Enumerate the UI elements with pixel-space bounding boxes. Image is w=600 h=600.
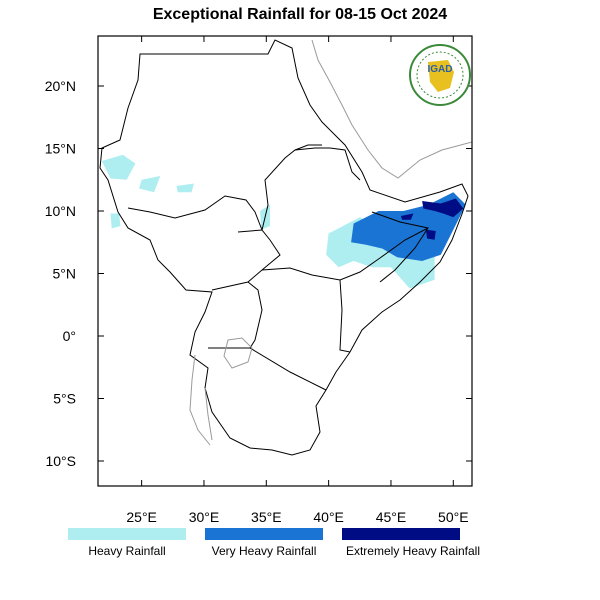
legend-label: Extremely Heavy Rainfall [346,544,480,558]
border-kenya-somalia [339,279,351,353]
y-tick-label: 5°N [53,266,77,282]
plot-frame [97,35,473,487]
y-tick-label: 5°S [53,391,76,407]
legend: Heavy Rainfall Very Heavy Rainfall Extreme… [68,528,480,558]
legend-label: Very Heavy Rainfall [212,544,317,558]
igad-logo: IGAD [409,44,471,106]
map-title: Exceptional Rainfall for 08-15 Oct 2024 [152,6,448,23]
x-tick-label: 50°E [438,509,469,525]
rainfall-area-heavy [176,183,194,193]
rainfall-layer [101,154,466,289]
x-tick-label: 35°E [251,509,282,525]
x-tick-label: 45°E [376,509,407,525]
neighbour-coastlines [189,39,472,446]
y-tick-label: 0° [63,328,76,344]
x-tick-label: 25°E [126,509,157,525]
legend-swatch [205,528,323,540]
border-uganda-kenya [247,281,263,349]
border-sudan-southsudan [127,195,263,231]
y-tick-label: 15°N [45,141,76,157]
igad-logo-text: IGAD [428,64,453,75]
border-kenya-tanzania [208,347,327,391]
x-axis: 25°E 30°E 35°E 40°E 45°E 50°E [126,36,469,525]
y-tick-label: 10°N [45,203,76,219]
rainfall-area-heavy [101,154,136,180]
region-outline [99,39,469,456]
x-tick-label: 40°E [313,509,344,525]
lake-tanganyika [189,354,211,446]
x-tick-label: 30°E [189,509,220,525]
red-sea-coast [311,39,472,179]
border-ethiopia-kenya [261,227,429,281]
y-axis: 20°N 15°N 10°N 5°N 0° 5°S 10°S [45,78,472,469]
border-ethiopia-eritrea [294,144,322,151]
border-sudan-ethiopia [261,147,330,231]
legend-swatch [342,528,460,540]
rainfall-area-extremely-heavy [425,229,436,240]
legend-swatch [68,528,186,540]
legend-label: Heavy Rainfall [88,544,165,558]
lake-victoria [223,337,253,369]
border-southsudan-ethiopia [211,229,281,291]
rainfall-area-extremely-heavy [400,213,414,220]
country-borders [99,39,469,456]
rainfall-area-extremely-heavy [422,198,464,218]
border-ethiopia-somalia [371,211,429,283]
lake-malawi [204,387,213,441]
rainfall-area-heavy [139,176,161,193]
border-eritrea-djibouti [329,147,361,181]
y-tick-label: 20°N [45,78,76,94]
rainfall-area-heavy [110,213,121,229]
y-tick-label: 10°S [45,453,76,469]
